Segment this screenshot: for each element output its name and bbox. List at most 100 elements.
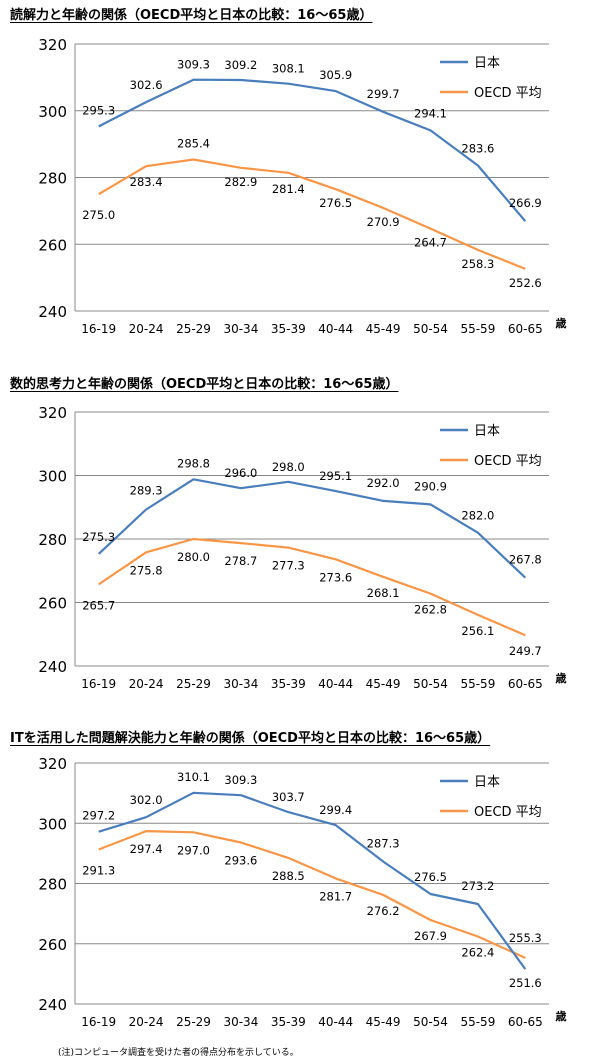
x-tick-label: 35-39 xyxy=(271,677,306,691)
data-label-japan: 282.0 xyxy=(461,509,494,523)
x-tick-label: 30-34 xyxy=(223,677,258,691)
legend-label-japan: 日本 xyxy=(474,424,500,439)
data-label-japan: 276.5 xyxy=(414,870,447,884)
data-label-oecd: 291.3 xyxy=(82,863,115,877)
chart-title-problem-solving: ITを活用した問題解決能力と年齢の関係（OECD平均と日本の比較：16～65歳） xyxy=(10,731,491,746)
data-label-oecd: 267.9 xyxy=(414,929,447,943)
series-line-japan xyxy=(98,78,527,222)
data-label-oecd: 283.4 xyxy=(130,175,163,189)
x-tick-label: 30-34 xyxy=(223,322,258,336)
data-label-japan: 298.8 xyxy=(177,456,210,470)
data-label-japan: 297.2 xyxy=(82,809,115,823)
data-label-oecd: 275.8 xyxy=(130,563,163,577)
data-label-oecd: 297.0 xyxy=(177,843,210,857)
data-label-japan: 266.9 xyxy=(509,196,542,210)
data-label-japan: 299.4 xyxy=(319,803,352,817)
y-tick-label: 240 xyxy=(38,303,67,321)
x-tick-label: 35-39 xyxy=(271,322,306,336)
data-label-japan: 295.1 xyxy=(319,469,352,483)
legend-label-oecd: OECD 平均 xyxy=(474,454,542,469)
data-label-oecd: 268.1 xyxy=(367,586,400,600)
y-tick-label: 320 xyxy=(38,36,67,54)
data-label-oecd: 288.5 xyxy=(272,869,305,883)
series-line-oecd xyxy=(98,829,526,959)
x-tick-label: 55-59 xyxy=(460,1015,495,1029)
data-label-oecd: 278.7 xyxy=(224,554,257,568)
x-tick-label: 30-34 xyxy=(223,1015,258,1029)
x-tick-label: 16-19 xyxy=(81,1015,116,1029)
data-label-oecd: 275.0 xyxy=(82,208,115,222)
x-tick-label: 45-49 xyxy=(366,677,401,691)
legend-label-japan: 日本 xyxy=(474,775,500,790)
series-line-oecd xyxy=(98,158,526,270)
data-label-oecd: 273.6 xyxy=(319,570,352,584)
chart-title-reading: 読解力と年齢の関係（OECD平均と日本の比較：16～65歳） xyxy=(10,8,373,23)
x-tick-label: 45-49 xyxy=(366,322,401,336)
data-label-oecd: 293.6 xyxy=(224,854,257,868)
x-tick-label: 40-44 xyxy=(318,1015,353,1029)
x-unit-label: 歳 xyxy=(556,671,567,685)
data-label-oecd: 249.7 xyxy=(509,644,542,658)
x-tick-label: 55-59 xyxy=(460,322,495,336)
chart-problem-solving: 240 260 280 300 320 16-19 20-24 25-29 30-34 35-39… xyxy=(0,749,589,1041)
data-label-japan: 302.0 xyxy=(130,793,163,807)
y-tick-label: 300 xyxy=(38,468,67,486)
legend-label-japan: 日本 xyxy=(474,56,500,71)
x-tick-label: 20-24 xyxy=(129,677,164,691)
y-tick-label: 260 xyxy=(38,936,67,954)
data-label-oecd: 281.7 xyxy=(319,889,352,903)
x-tick-label: 60-65 xyxy=(508,677,543,691)
x-tick-label: 25-29 xyxy=(176,677,211,691)
data-label-japan: 289.3 xyxy=(130,483,163,497)
data-label-oecd: 262.8 xyxy=(414,603,447,617)
y-tick-label: 260 xyxy=(38,236,67,254)
x-tick-label: 40-44 xyxy=(318,677,353,691)
y-tick-label: 280 xyxy=(38,170,67,188)
data-label-oecd: 256.1 xyxy=(461,624,494,638)
chart-numeracy: 240 260 280 300 320 16-19 20-24 25-29 30-34 35-39… xyxy=(0,396,589,706)
data-label-japan: 283.6 xyxy=(461,141,494,155)
data-label-japan: 309.3 xyxy=(224,773,257,787)
y-tick-label: 240 xyxy=(38,658,67,676)
line-chart-reading: 240 260 280 300 320 16-19 20-24 25-29 30-34 35-39… xyxy=(38,36,567,336)
data-label-oecd: 270.9 xyxy=(367,215,400,229)
data-label-oecd: 264.7 xyxy=(414,236,447,250)
line-chart-problem-solving: 240 260 280 300 320 16-19 20-24 25-29 30-34 35-39… xyxy=(38,755,566,1029)
y-tick-label: 280 xyxy=(38,531,67,549)
data-label-japan: 273.2 xyxy=(461,879,494,893)
data-label-oecd: 282.9 xyxy=(224,175,257,189)
data-label-japan: 290.9 xyxy=(414,479,447,493)
data-label-japan: 251.6 xyxy=(509,976,542,990)
data-label-oecd: 297.4 xyxy=(130,842,163,856)
x-tick-label: 50-54 xyxy=(413,322,448,336)
chart-title-numeracy: 数的思考力と年齢の関係（OECD平均と日本の比較：16～65歳） xyxy=(10,377,399,392)
legend-label-oecd: OECD 平均 xyxy=(474,86,542,101)
data-label-oecd: 262.4 xyxy=(461,946,494,960)
x-tick-label: 40-44 xyxy=(318,322,353,336)
x-tick-label: 16-19 xyxy=(81,322,116,336)
y-tick-label: 280 xyxy=(38,876,67,894)
data-label-japan: 305.9 xyxy=(319,68,352,82)
data-label-japan: 275.3 xyxy=(82,530,115,544)
y-tick-label: 300 xyxy=(38,103,67,121)
data-label-japan: 302.6 xyxy=(130,78,163,92)
x-tick-label: 35-39 xyxy=(271,1015,306,1029)
data-label-japan: 309.2 xyxy=(224,58,257,72)
data-label-japan: 287.3 xyxy=(367,837,400,851)
x-tick-label: 55-59 xyxy=(460,677,495,691)
y-tick-label: 240 xyxy=(38,996,67,1014)
data-label-oecd: 252.6 xyxy=(509,276,542,290)
data-label-oecd: 277.3 xyxy=(272,559,305,573)
x-tick-label: 60-65 xyxy=(508,322,543,336)
chart-reading: 240 260 280 300 320 16-19 20-24 25-29 30-34 35-39… xyxy=(0,26,589,356)
x-tick-label: 50-54 xyxy=(413,677,448,691)
y-tick-label: 260 xyxy=(38,595,67,613)
data-label-japan: 310.1 xyxy=(177,770,210,784)
x-unit-label: 歳 xyxy=(556,316,567,330)
x-tick-label: 20-24 xyxy=(129,322,164,336)
data-label-japan: 267.8 xyxy=(509,553,542,567)
footnote: (注)コンピュータ調査を受けた者の得点分布を示している。 xyxy=(58,1048,299,1058)
y-tick-label: 300 xyxy=(38,815,67,833)
x-tick-label: 25-29 xyxy=(176,322,211,336)
data-label-japan: 308.1 xyxy=(272,62,305,76)
